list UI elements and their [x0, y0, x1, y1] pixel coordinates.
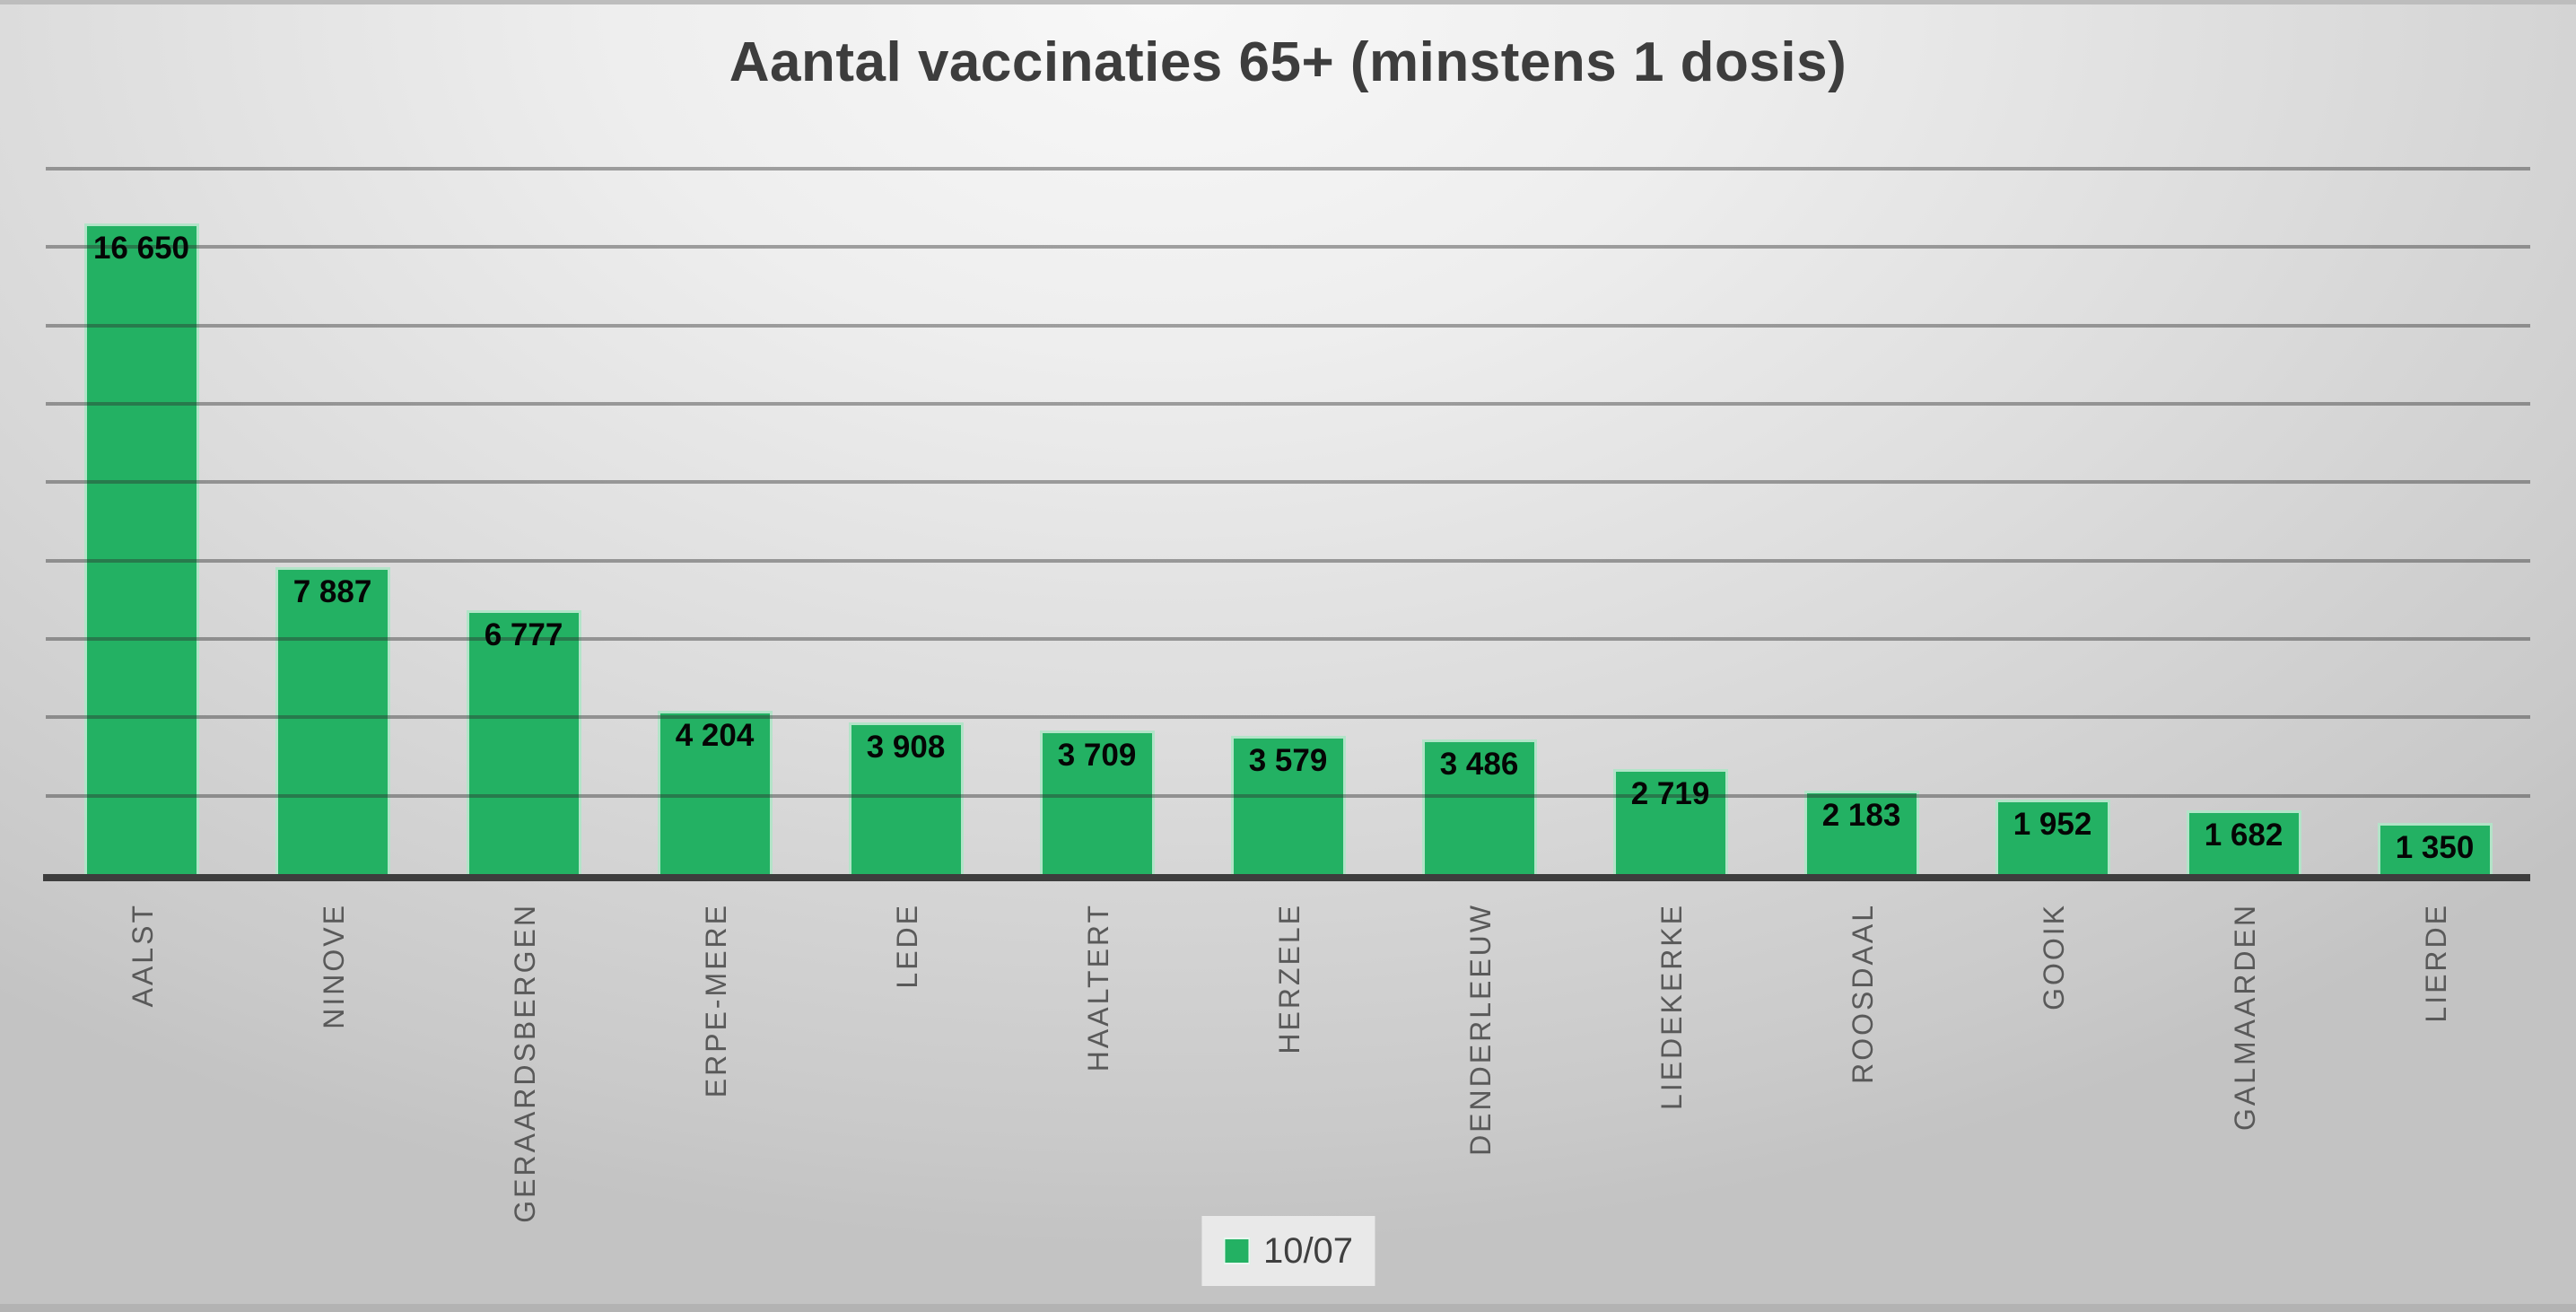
bar-value-label: 7 887 — [293, 574, 372, 609]
gridline — [46, 324, 2530, 328]
bar-value-label: 1 350 — [2395, 830, 2475, 865]
bar-value-label: 3 486 — [1439, 747, 1519, 782]
bar — [83, 223, 199, 876]
value-labels-layer: 16 650 7 887 6 777 4 204 3 908 3 709 3 579 3 48… — [46, 135, 2530, 876]
category-label: GALMAARDEN — [2228, 903, 2261, 1132]
category-label: ERPE-MERE — [699, 903, 732, 1098]
category-label: ROOSDAAL — [1846, 903, 1879, 1084]
bar-value-label: 6 777 — [484, 617, 563, 652]
bar — [2377, 823, 2493, 876]
bar — [1803, 791, 1919, 876]
legend-swatch-icon — [1222, 1238, 1250, 1264]
bar-value-label: 3 709 — [1057, 738, 1137, 773]
gridline — [46, 480, 2530, 484]
bar — [1421, 739, 1537, 876]
gridline — [46, 402, 2530, 406]
gridline — [46, 245, 2530, 249]
bar — [657, 711, 773, 876]
bar — [466, 610, 581, 876]
gridline — [46, 715, 2530, 719]
category-label: HERZELE — [1272, 903, 1305, 1054]
gridline — [46, 794, 2530, 798]
category-label: LIERDE — [2419, 903, 2452, 1023]
plot-area: 16 650 7 887 6 777 4 204 3 908 3 709 3 579 3 48… — [46, 135, 2530, 876]
slide-bottom-edge — [0, 1304, 2576, 1312]
category-label: DENDERLEEUW — [1463, 903, 1497, 1156]
category-label: HAALTERT — [1081, 903, 1114, 1072]
category-label: GERAARDSBERGEN — [508, 903, 541, 1223]
bars-layer — [46, 135, 2530, 876]
legend: 10/07 — [1201, 1216, 1375, 1286]
category-label: LIEDEKERKE — [1655, 903, 1688, 1110]
category-label: NINOVE — [317, 903, 350, 1029]
category-label: AALST — [126, 903, 159, 1008]
bar — [1230, 736, 1346, 876]
category-label: LEDE — [890, 903, 923, 989]
grid-layer — [46, 135, 2530, 876]
bar — [848, 722, 964, 876]
slide-top-edge — [0, 0, 2576, 4]
bar-value-label: 3 579 — [1248, 743, 1328, 778]
bar-value-label: 2 719 — [1630, 776, 1710, 811]
x-axis-labels: AALST NINOVE GERAARDSBERGEN ERPE-MERE LEDE HA… — [46, 903, 2530, 1226]
gridline — [46, 167, 2530, 171]
bar-value-label: 1 952 — [2013, 807, 2092, 842]
bar — [1995, 800, 2110, 876]
bar-value-label: 1 682 — [2204, 818, 2283, 853]
bar-value-label: 4 204 — [675, 718, 755, 753]
gridline — [46, 559, 2530, 563]
bar-value-label: 2 183 — [1821, 798, 1901, 833]
category-label: GOOIK — [2037, 903, 2070, 1010]
bar — [1612, 769, 1728, 876]
bar-value-label: 3 908 — [866, 730, 946, 765]
bar-value-label: 16 650 — [92, 231, 190, 266]
x-axis-line — [43, 874, 2530, 881]
bar — [1039, 730, 1155, 876]
chart-title: Aantal vaccinaties 65+ (minstens 1 dosis… — [729, 31, 1847, 93]
bar — [275, 567, 390, 876]
legend-label: 10/07 — [1262, 1230, 1354, 1271]
bar — [2186, 810, 2301, 876]
gridline — [46, 637, 2530, 641]
